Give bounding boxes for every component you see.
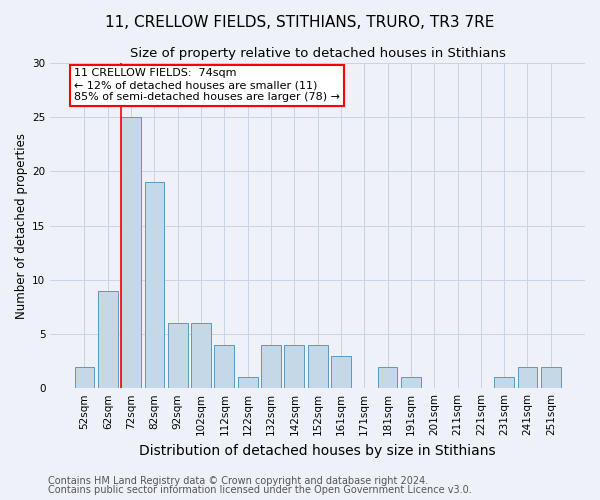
Bar: [284, 345, 304, 388]
Bar: [121, 117, 141, 388]
Bar: [74, 366, 94, 388]
Y-axis label: Number of detached properties: Number of detached properties: [15, 132, 28, 318]
Bar: [331, 356, 351, 388]
Title: Size of property relative to detached houses in Stithians: Size of property relative to detached ho…: [130, 48, 506, 60]
Bar: [377, 366, 397, 388]
Text: 11 CRELLOW FIELDS:  74sqm
← 12% of detached houses are smaller (11)
85% of semi-: 11 CRELLOW FIELDS: 74sqm ← 12% of detach…: [74, 68, 340, 102]
Bar: [238, 378, 257, 388]
Bar: [518, 366, 538, 388]
Bar: [214, 345, 234, 388]
Bar: [308, 345, 328, 388]
X-axis label: Distribution of detached houses by size in Stithians: Distribution of detached houses by size …: [139, 444, 496, 458]
Bar: [168, 323, 188, 388]
Text: Contains public sector information licensed under the Open Government Licence v3: Contains public sector information licen…: [48, 485, 472, 495]
Bar: [401, 378, 421, 388]
Text: 11, CRELLOW FIELDS, STITHIANS, TRURO, TR3 7RE: 11, CRELLOW FIELDS, STITHIANS, TRURO, TR…: [106, 15, 494, 30]
Bar: [145, 182, 164, 388]
Bar: [541, 366, 560, 388]
Bar: [98, 290, 118, 388]
Bar: [191, 323, 211, 388]
Bar: [494, 378, 514, 388]
Text: Contains HM Land Registry data © Crown copyright and database right 2024.: Contains HM Land Registry data © Crown c…: [48, 476, 428, 486]
Bar: [261, 345, 281, 388]
